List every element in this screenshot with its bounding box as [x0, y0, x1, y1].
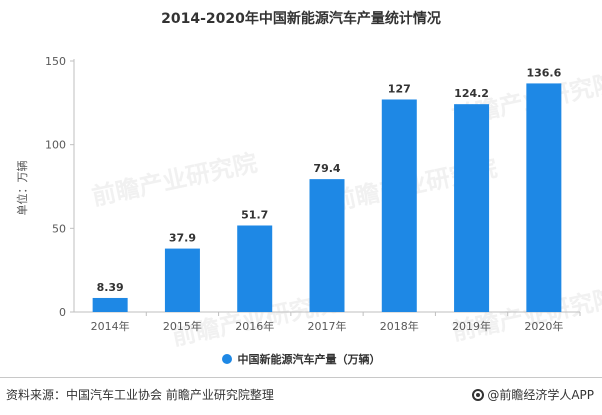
bar-value-label: 136.6	[526, 66, 561, 79]
x-tick-label: 2018年	[380, 319, 419, 333]
brand-logo-icon	[472, 388, 485, 401]
bar-value-label: 127	[388, 82, 411, 95]
bar	[454, 104, 490, 312]
source-note: 资料来源：中国汽车工业协会 前瞻产业研究院整理	[6, 388, 274, 402]
y-tick-label: 100	[45, 139, 66, 152]
brand-credit: @前瞻经济学人APP	[472, 386, 594, 403]
chart-title: 2014-2020年中国新能源汽车产量统计情况	[161, 11, 441, 27]
bar	[164, 248, 200, 312]
brand-label: @前瞻经济学人APP	[487, 388, 594, 402]
x-tick-label: 2014年	[91, 319, 130, 333]
y-tick-label: 0	[59, 306, 66, 319]
x-tick-label: 2019年	[452, 319, 491, 333]
bar	[309, 179, 345, 312]
bar-value-label: 124.2	[454, 87, 489, 100]
x-tick-label: 2016年	[235, 319, 274, 333]
x-tick-label: 2020年	[524, 319, 563, 333]
x-tick-label: 2017年	[308, 319, 347, 333]
y-tick-label: 150	[45, 55, 66, 68]
bar	[526, 83, 562, 312]
bar-value-label: 79.4	[313, 162, 340, 175]
bar-value-label: 51.7	[241, 208, 268, 221]
legend-label: 中国新能源汽车产量（万辆）	[237, 353, 381, 366]
x-tick-label: 2015年	[163, 319, 202, 333]
bar-value-label: 8.39	[97, 281, 124, 294]
bar	[237, 225, 273, 312]
legend: 中国新能源汽车产量（万辆）	[0, 351, 602, 367]
bar-value-label: 37.9	[169, 232, 196, 245]
legend-marker	[221, 354, 232, 364]
y-axis-label: 单位：万辆	[16, 160, 29, 216]
bar	[92, 297, 128, 312]
bar	[381, 99, 417, 312]
y-tick-label: 50	[52, 222, 66, 235]
footer-divider	[0, 377, 602, 378]
